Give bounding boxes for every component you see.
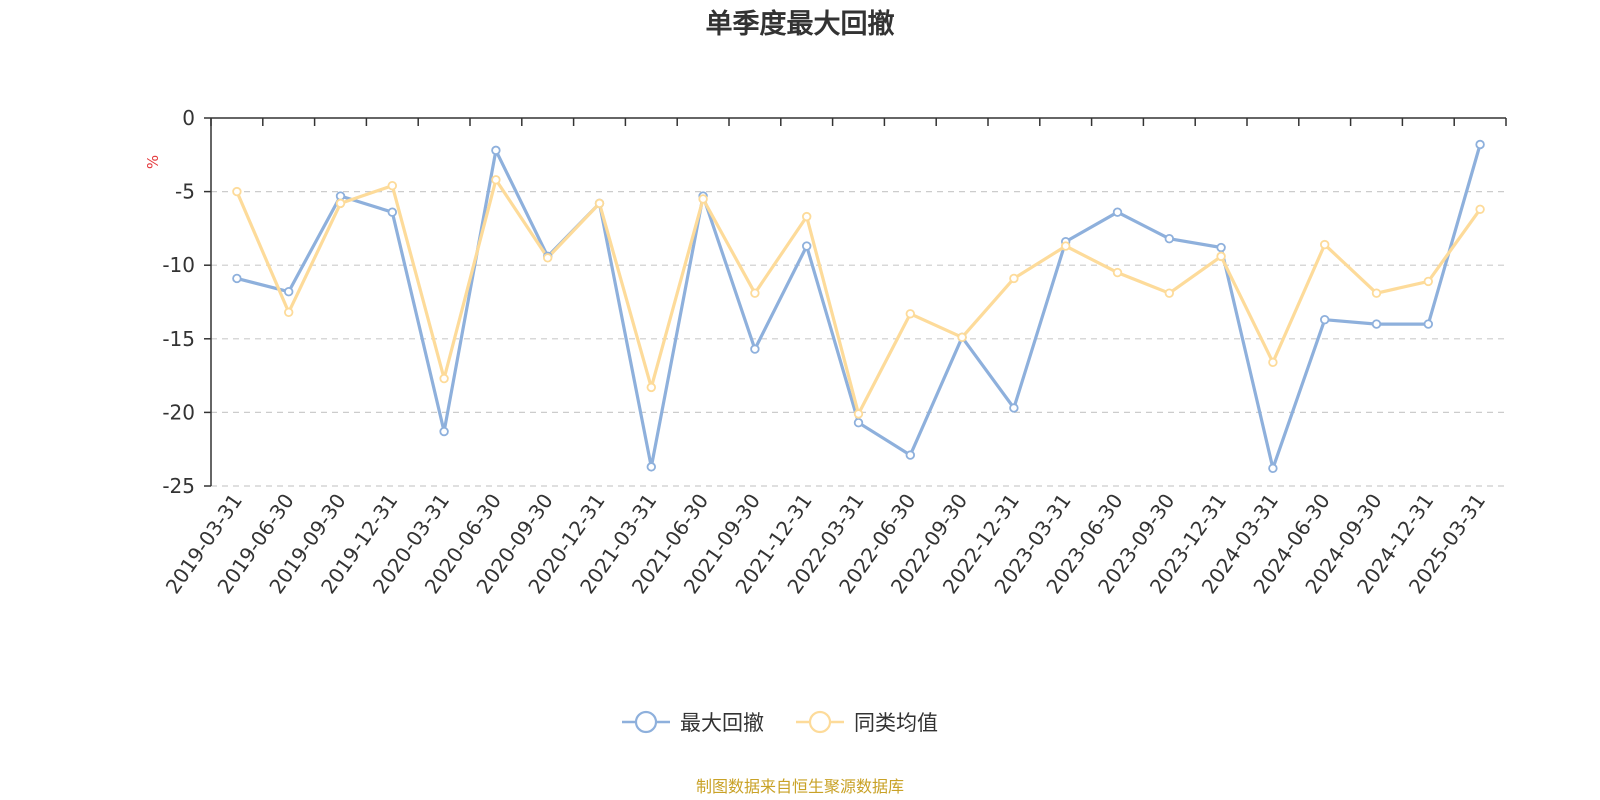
series-line-1 [235, 178, 1482, 416]
source-note: 制图数据来自恒生聚源数据库 [696, 777, 904, 796]
series-0-point-18[interactable] [1164, 234, 1174, 244]
series-1-point-18[interactable] [1164, 288, 1174, 298]
series-1-point-13[interactable] [905, 309, 915, 319]
series-1-point-0[interactable] [232, 186, 242, 197]
series-1-point-15[interactable] [1009, 273, 1019, 284]
series-1-point-6[interactable] [543, 253, 553, 263]
series-0-point-17[interactable] [1112, 207, 1123, 217]
series-0-point-15[interactable] [1009, 403, 1019, 413]
series-0-point-11[interactable] [802, 241, 812, 251]
series-0-point-4[interactable] [439, 426, 449, 437]
series-0-point-20[interactable] [1268, 463, 1278, 474]
series-1-point-7[interactable] [594, 198, 605, 209]
series-1-point-22[interactable] [1371, 288, 1382, 298]
legend-marker-1[interactable] [808, 710, 832, 734]
series-1-point-14[interactable] [957, 332, 967, 343]
series-1-point-11[interactable] [802, 211, 812, 222]
y-tick-label-1: -5 [175, 180, 195, 204]
series-1-point-3[interactable] [387, 181, 397, 191]
series-0-point-0[interactable] [232, 273, 242, 284]
series-1-point-21[interactable] [1319, 239, 1330, 250]
series-1-point-2[interactable] [335, 198, 346, 209]
series-1-point-4[interactable] [439, 373, 449, 384]
series-0-point-3[interactable] [387, 207, 397, 217]
series-0-point-23[interactable] [1423, 319, 1433, 329]
series-1-point-20[interactable] [1268, 357, 1278, 368]
series-0-point-19[interactable] [1216, 242, 1226, 253]
series-1-point-10[interactable] [750, 288, 760, 298]
legend-label-1[interactable]: 同类均值 [854, 711, 938, 735]
legend: 最大回撤 同类均值 [622, 710, 938, 735]
y-tick-label-2: -10 [162, 253, 195, 277]
series-1-point-19[interactable] [1216, 251, 1226, 262]
series-group [232, 139, 1485, 474]
series-0-point-22[interactable] [1371, 319, 1382, 329]
y-tick-label-3: -15 [162, 327, 195, 351]
y-axis-unit: % [144, 155, 162, 169]
series-1-point-12[interactable] [853, 409, 864, 419]
series-0-point-12[interactable] [853, 418, 864, 428]
series-1-point-1[interactable] [284, 307, 294, 318]
series-1-point-9[interactable] [698, 194, 708, 204]
legend-label-0[interactable]: 最大回撤 [680, 711, 764, 735]
legend-marker-0[interactable] [634, 710, 658, 734]
series-0-point-13[interactable] [905, 450, 915, 460]
series-0-point-8[interactable] [646, 462, 656, 472]
series-0-point-5[interactable] [491, 145, 501, 156]
y-tick-label-0: 0 [182, 106, 195, 130]
series-0-point-1[interactable] [284, 286, 294, 297]
series-1-point-16[interactable] [1060, 241, 1071, 251]
series-1-point-8[interactable] [646, 382, 656, 393]
series-1-point-17[interactable] [1112, 267, 1123, 278]
series-0-point-21[interactable] [1319, 314, 1330, 325]
axes: 0-5-10-15-20-252019-03-312019-06-302019-… [161, 106, 1507, 598]
y-tick-label-4: -20 [162, 400, 195, 424]
series-1-point-5[interactable] [491, 175, 501, 185]
y-tick-label-5: -25 [162, 474, 195, 498]
series-0-point-10[interactable] [750, 344, 760, 354]
grid [211, 191, 1506, 487]
series-0-point-24[interactable] [1475, 139, 1485, 150]
series-1-point-24[interactable] [1475, 204, 1485, 214]
series-1-point-23[interactable] [1423, 276, 1433, 287]
chart-title: 单季度最大回撤 [706, 8, 895, 40]
